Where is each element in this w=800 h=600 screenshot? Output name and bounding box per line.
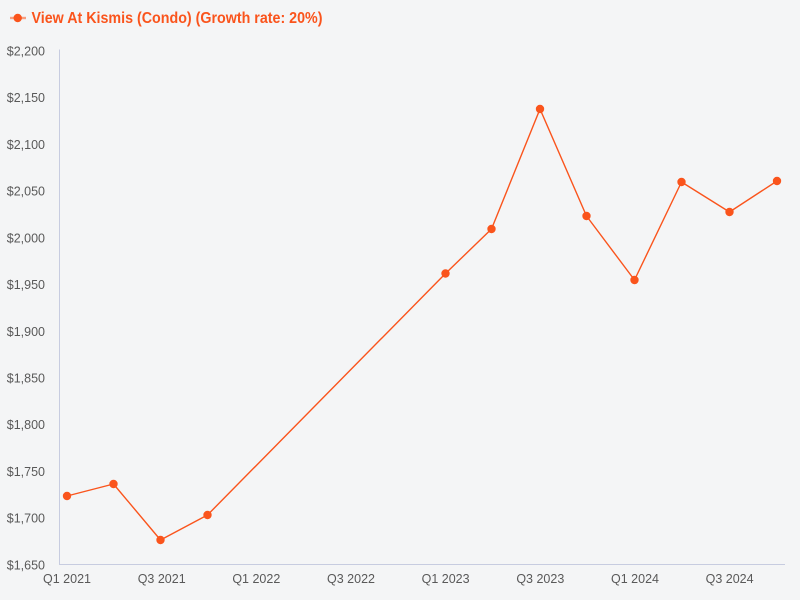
svg-text:Q3 2021: Q3 2021 bbox=[138, 572, 186, 586]
svg-text:$1,700: $1,700 bbox=[7, 512, 45, 526]
svg-text:Q3 2024: Q3 2024 bbox=[706, 572, 754, 586]
svg-text:$2,100: $2,100 bbox=[7, 138, 45, 152]
svg-text:$2,000: $2,000 bbox=[7, 231, 45, 245]
svg-text:$2,050: $2,050 bbox=[7, 185, 45, 199]
svg-text:Q1 2024: Q1 2024 bbox=[611, 572, 659, 586]
svg-text:Q3 2023: Q3 2023 bbox=[516, 572, 564, 586]
svg-text:Q3 2022: Q3 2022 bbox=[327, 572, 375, 586]
svg-text:Q1 2021: Q1 2021 bbox=[43, 572, 91, 586]
svg-text:$1,900: $1,900 bbox=[7, 325, 45, 339]
svg-text:View At Kismis (Condo) (Growth: View At Kismis (Condo) (Growth rate: 20%… bbox=[32, 10, 323, 27]
svg-text:$1,750: $1,750 bbox=[7, 465, 45, 479]
svg-text:$1,800: $1,800 bbox=[7, 418, 45, 432]
svg-text:Q1 2023: Q1 2023 bbox=[422, 572, 470, 586]
svg-text:$1,650: $1,650 bbox=[7, 558, 45, 572]
svg-text:$2,200: $2,200 bbox=[7, 44, 45, 58]
svg-text:Q1 2022: Q1 2022 bbox=[232, 572, 280, 586]
svg-text:$2,150: $2,150 bbox=[7, 91, 45, 105]
svg-text:$1,850: $1,850 bbox=[7, 372, 45, 386]
svg-text:$1,950: $1,950 bbox=[7, 278, 45, 292]
